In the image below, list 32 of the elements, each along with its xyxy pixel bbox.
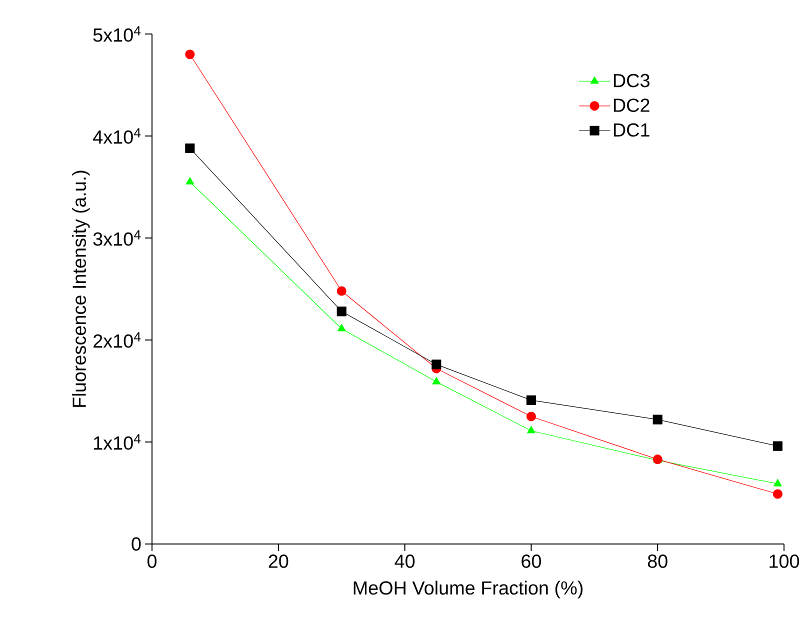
point [772, 489, 782, 499]
point [336, 286, 346, 296]
x-tick-label: 20 [268, 554, 288, 568]
y-tick-label: 2x10$^{4}$ [94, 332, 141, 348]
point [432, 377, 441, 384]
x-tick-label: 60 [522, 554, 541, 568]
x-tick-label: 0 [147, 554, 157, 568]
point [527, 426, 536, 434]
y-tick-label: 1x10$^{4}$ [94, 434, 141, 450]
legend-label: DC2 [614, 98, 650, 112]
y-axis-title: Fluorescence Intensity (a.u.) [72, 170, 90, 407]
x-tick-label: 100 [770, 554, 800, 568]
point [185, 50, 195, 60]
point [652, 414, 662, 424]
point [337, 324, 346, 332]
point [526, 412, 536, 422]
legend-label: DC1 [614, 123, 650, 137]
y-tick-label: 4x10$^{4}$ [93, 128, 141, 144]
x-tick-label: 80 [648, 554, 668, 568]
point [185, 143, 195, 154]
point [432, 360, 442, 370]
legend-label: DC3 [614, 74, 650, 88]
point [526, 395, 536, 405]
y-tick-label: 0 [132, 537, 141, 551]
y-tick-label: 5x10$^{4}$ [93, 26, 141, 42]
y-tick-label: 3x10$^{4}$ [93, 230, 141, 246]
point [186, 177, 194, 184]
x-tick-label: 40 [394, 554, 415, 568]
point [774, 479, 782, 486]
point [772, 441, 782, 451]
x-axis-title: MeOH Volume Fraction (%) [354, 580, 583, 598]
point [336, 306, 346, 316]
